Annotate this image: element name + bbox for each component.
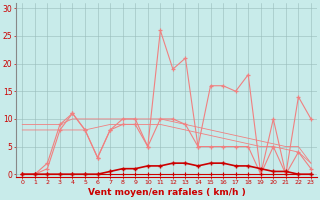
X-axis label: Vent moyen/en rafales ( km/h ): Vent moyen/en rafales ( km/h ) (88, 188, 245, 197)
